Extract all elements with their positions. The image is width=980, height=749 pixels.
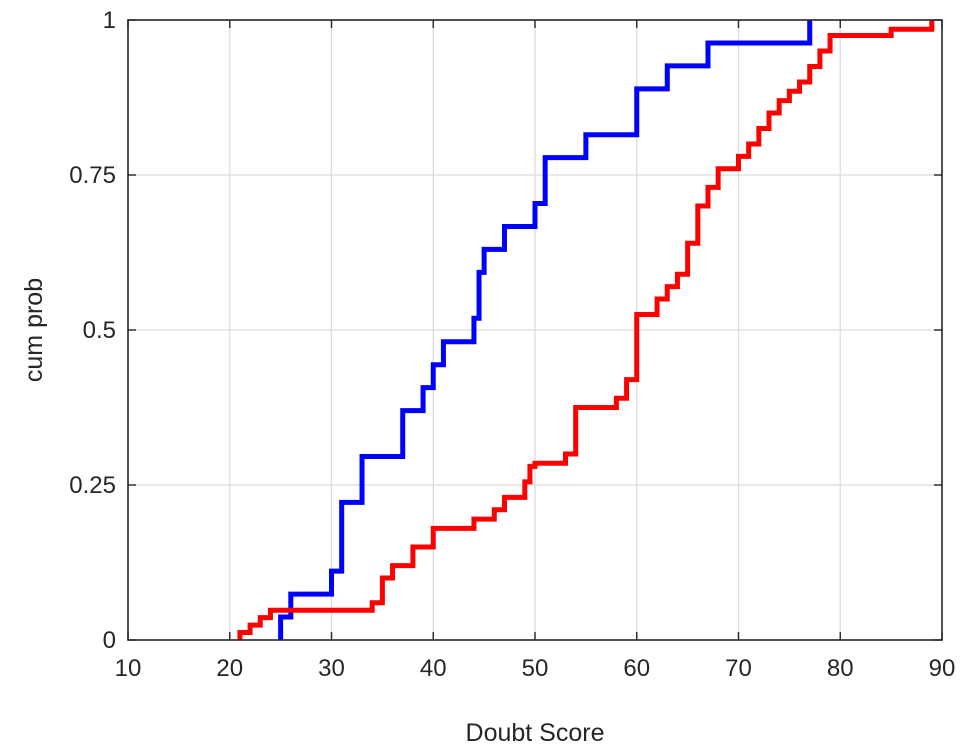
x-tick-label: 20 <box>216 655 243 682</box>
y-tick-label: 1 <box>103 7 116 34</box>
x-tick-label: 80 <box>827 655 854 682</box>
series-line-1 <box>278 20 813 640</box>
series-line-2 <box>237 20 935 640</box>
x-tick-label: 50 <box>522 655 549 682</box>
x-tick-label: 60 <box>623 655 650 682</box>
x-tick-label: 70 <box>725 655 752 682</box>
y-tick-label: 0 <box>103 627 116 654</box>
y-tick-label: 0.5 <box>83 317 116 344</box>
series-layer <box>237 20 935 640</box>
x-tick-label: 90 <box>929 655 956 682</box>
y-tick-label: 0.25 <box>69 472 116 499</box>
y-axis-label: cum prob <box>20 278 48 382</box>
x-tick-label: 30 <box>318 655 345 682</box>
x-tick-label: 40 <box>420 655 447 682</box>
x-tick-label: 10 <box>115 655 142 682</box>
grid-layer <box>128 20 942 640</box>
y-tick-label: 0.75 <box>69 162 116 189</box>
x-axis-label: Doubt Score <box>466 719 605 747</box>
tick-layer: 10 20 30 40 50 60 70 80 90 0 0.25 0.5 0.75 1 <box>69 7 955 682</box>
